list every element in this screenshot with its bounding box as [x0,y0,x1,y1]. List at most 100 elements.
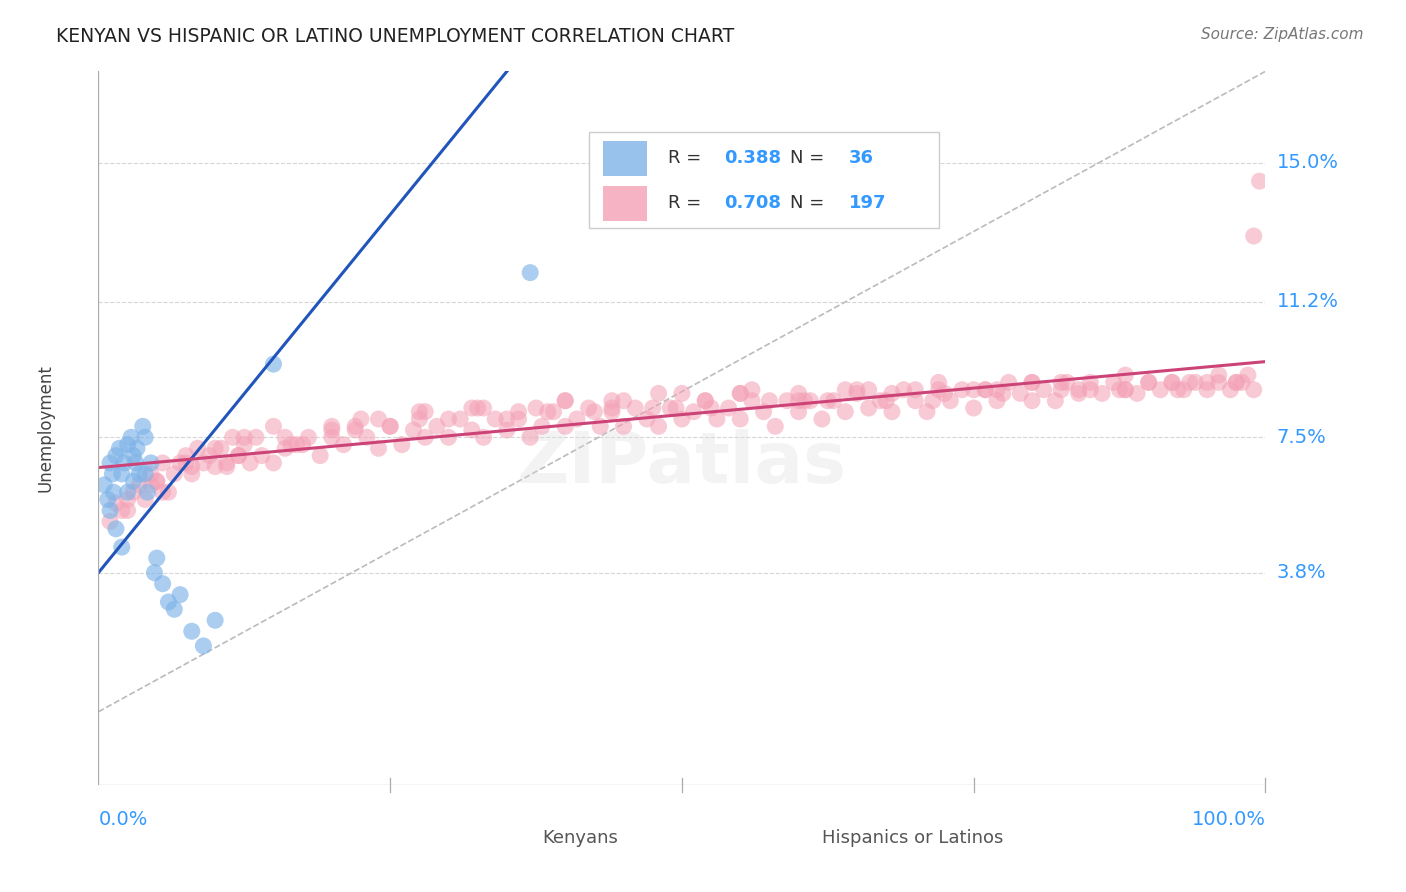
Point [122,474,145,488]
Point [104,522,127,536]
Point [408,412,430,426]
Point [152,456,174,470]
Point [112,456,135,470]
Point [146,474,169,488]
Point [893,383,915,397]
Point [1208,368,1230,383]
Point [134,430,156,444]
Point [700,401,723,415]
Point [695,393,717,408]
Point [198,449,221,463]
Point [1230,376,1253,390]
Point [174,449,197,463]
Point [239,456,262,470]
Point [180,459,202,474]
Point [787,386,810,401]
Point [1021,376,1043,390]
Point [274,430,297,444]
Point [858,383,880,397]
Point [986,393,1008,408]
Point [122,449,145,463]
Point [934,386,956,401]
Point [139,456,162,470]
Point [1080,376,1102,390]
Point [484,412,506,426]
Point [811,412,834,426]
Point [408,405,430,419]
Point [647,419,669,434]
Point [139,467,162,481]
Text: R =: R = [668,150,707,168]
Point [1021,376,1043,390]
Point [221,430,243,444]
Point [215,456,238,470]
Point [997,376,1019,390]
Point [157,595,180,609]
Point [1114,368,1136,383]
Point [1243,229,1265,244]
Point [537,405,560,419]
Point [682,405,704,419]
Point [834,383,856,397]
Point [834,405,856,419]
Point [163,602,186,616]
Point [763,419,786,434]
Point [508,405,530,419]
Text: 3.8%: 3.8% [1277,563,1326,582]
Point [1114,383,1136,397]
Point [613,393,636,408]
Point [904,383,927,397]
Point [93,478,115,492]
Point [741,393,763,408]
Point [578,401,600,415]
Point [204,459,226,474]
Point [143,566,166,580]
Point [962,401,984,415]
Point [1080,383,1102,397]
Point [321,419,343,434]
Point [104,496,127,510]
Point [823,393,845,408]
Point [1149,383,1171,397]
Point [565,412,588,426]
Point [554,393,576,408]
Point [321,423,343,437]
Point [467,401,489,415]
Point [380,419,402,434]
Point [122,485,145,500]
Point [117,437,139,451]
Point [950,383,973,397]
Point [174,456,197,470]
Point [817,393,839,408]
Point [962,383,984,397]
Point [647,386,669,401]
Point [134,492,156,507]
Point [309,449,332,463]
Point [1184,376,1206,390]
Point [228,449,250,463]
Point [125,456,148,470]
Point [169,588,191,602]
Point [98,456,121,470]
Point [449,412,471,426]
Point [519,266,541,280]
Text: Source: ZipAtlas.com: Source: ZipAtlas.com [1201,27,1364,42]
Point [180,624,202,639]
Point [169,456,191,470]
Point [125,442,148,456]
Point [1067,386,1090,401]
Point [215,459,238,474]
Point [543,405,565,419]
FancyBboxPatch shape [603,186,647,221]
Point [928,376,950,390]
Point [730,412,752,426]
Point [496,412,519,426]
Point [659,401,682,415]
Text: 197: 197 [849,194,886,212]
Point [152,576,174,591]
Text: 0.388: 0.388 [724,150,782,168]
Point [204,613,226,627]
Point [461,423,484,437]
Text: 11.2%: 11.2% [1277,293,1339,311]
Text: 100.0%: 100.0% [1191,810,1265,829]
